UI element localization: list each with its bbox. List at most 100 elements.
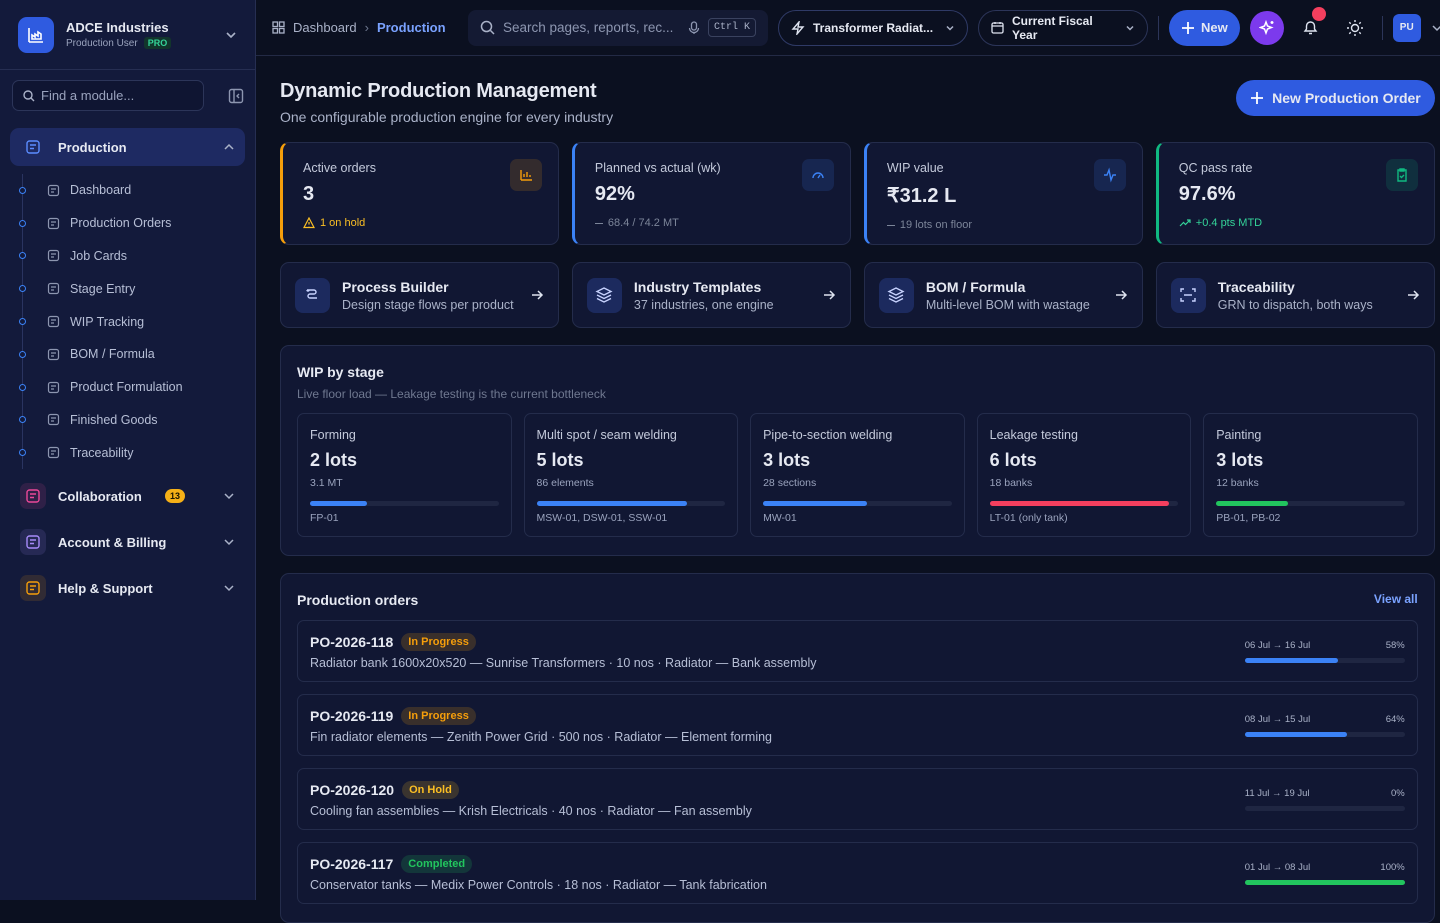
shortcut-icon <box>878 277 914 313</box>
progress-labels: 08 Jul → 15 Jul 64% <box>1245 714 1405 725</box>
order-dates: 01 Jul → 08 Jul <box>1244 861 1311 873</box>
orders-panel: Production orders View all PO-2026-118 In… <box>280 573 1435 923</box>
shortcut-card[interactable]: Traceability GRN to dispatch, both ways <box>1155 262 1435 328</box>
progress-label: 64% <box>1385 713 1405 725</box>
stage-ids: MW-01 <box>763 512 797 524</box>
nav-group[interactable]: Production <box>10 128 245 166</box>
stage-count: 6 lots <box>989 450 1037 470</box>
progress-labels: 01 Jul → 08 Jul 100% <box>1245 862 1405 873</box>
group-icon <box>20 134 46 160</box>
order-progress: 08 Jul → 15 Jul 64% <box>1244 714 1405 737</box>
wip-title: WIP by stage <box>297 364 384 380</box>
kpi-card: QC pass rate 97.6% +0.4 pts MTD <box>1155 142 1435 245</box>
order-progress: 01 Jul → 08 Jul 100% <box>1244 862 1405 885</box>
new-order-button[interactable]: New Production Order <box>1236 80 1435 116</box>
period-select[interactable]: Current Fiscal Year <box>978 9 1148 46</box>
notifications[interactable] <box>1294 6 1328 45</box>
nav-item[interactable]: WIP Tracking <box>19 305 255 338</box>
status-pill: In Progress <box>401 706 476 725</box>
status-pill: Completed <box>401 854 473 873</box>
chevron <box>224 493 234 500</box>
collapse-button[interactable] <box>228 88 244 104</box>
nav-item[interactable]: Stage Entry <box>19 272 255 305</box>
nav-group[interactable]: Account & Billing <box>10 523 245 561</box>
kpi-value: ₹31.2 L <box>886 185 957 207</box>
shortcut-card[interactable]: BOM / Formula Multi-level BOM with wastag… <box>863 262 1143 328</box>
order-id: PO-2026-117 <box>310 855 394 872</box>
chevron[interactable] <box>1431 22 1440 34</box>
kpi-label: Active orders <box>303 161 376 175</box>
kpi-label: WIP value <box>886 161 944 175</box>
nav-item[interactable]: Job Cards <box>19 240 255 273</box>
shortcut-card[interactable]: Industry Templates 37 industries, one eng… <box>571 262 851 328</box>
kpi-note: 68.4 / 74.2 MT <box>594 217 830 229</box>
kpi-note-text: +0.4 pts MTD <box>1195 217 1263 229</box>
stage-name: Leakage testing <box>989 428 1078 442</box>
kpi-card: Planned vs actual (wk) 92% 68.4 / 74.2 MT <box>571 142 851 245</box>
nav-item[interactable]: BOM / Formula <box>19 338 255 371</box>
order-head: PO-2026-117 Completed <box>310 854 767 873</box>
breadcrumb-item[interactable]: Dashboard <box>293 20 357 35</box>
nav-icon <box>47 250 60 262</box>
nav-group[interactable]: Help & Support <box>10 569 245 607</box>
chevron <box>224 539 234 546</box>
divider <box>1158 15 1159 40</box>
kpi-note-text: 1 on hold <box>320 217 366 229</box>
module-search[interactable]: Find a module... <box>12 80 204 111</box>
theme-toggle[interactable] <box>1338 11 1372 45</box>
nav-item-label: Stage Entry <box>70 281 136 296</box>
divider <box>1381 15 1383 40</box>
nav-item[interactable]: Traceability <box>19 436 255 469</box>
plan-badge: PRO <box>143 37 172 49</box>
shortcut-title: Traceability <box>1217 278 1295 295</box>
shortcut-hint: Ctrl K <box>707 18 756 37</box>
order-row[interactable]: PO-2026-119 In Progress Fin radiator eleme… <box>297 694 1418 756</box>
template-select[interactable]: Transformer Radiat... <box>778 9 968 46</box>
shortcut-icon <box>295 277 330 313</box>
shortcut-title: Industry Templates <box>633 278 762 295</box>
view-all-link[interactable]: View all <box>1373 592 1418 606</box>
nav-icon <box>47 447 60 459</box>
nav-icon <box>47 184 60 196</box>
arrow <box>1115 290 1127 300</box>
shortcut-title: BOM / Formula <box>925 278 1026 295</box>
global-search[interactable]: Search pages, reports, rec... Ctrl K <box>468 9 768 46</box>
stage-bar <box>310 501 367 506</box>
stage-detail: 3.1 MT <box>310 477 343 489</box>
arrow <box>823 290 835 300</box>
nav-item[interactable]: Finished Goods <box>19 404 255 437</box>
stage-track <box>1216 501 1405 506</box>
order-id: PO-2026-119 <box>310 707 394 724</box>
shortcut-card[interactable]: Process Builder Design stage flows per pr… <box>280 262 559 328</box>
ai-button[interactable] <box>1249 10 1284 45</box>
order-row[interactable]: PO-2026-118 In Progress Radiator bank 1600… <box>297 620 1418 682</box>
stage-ids: PB-01, PB-02 <box>1216 512 1281 524</box>
nav: Production Dashboard Production Orders Job … <box>0 128 255 607</box>
search-placeholder: Search pages, reports, rec... <box>503 20 674 35</box>
breadcrumb-current: Production <box>376 20 446 35</box>
new-button[interactable]: New <box>1169 9 1240 46</box>
nav-item[interactable]: Product Formulation <box>19 371 255 404</box>
order-dates: 11 Jul → 19 Jul <box>1244 787 1310 799</box>
kpi-card: Active orders 3 1 on hold <box>280 142 559 245</box>
progress-track <box>1244 805 1405 811</box>
nav-group[interactable]: Collaboration 13 <box>10 477 245 515</box>
avatar[interactable]: PU <box>1392 13 1421 42</box>
stage-detail: 18 banks <box>989 477 1033 489</box>
group-icon <box>20 575 46 602</box>
kpi-label: Planned vs actual (wk) <box>594 161 721 175</box>
wip-panel: WIP by stage Live floor load — Leakage t… <box>280 345 1435 556</box>
progress-track <box>1244 657 1405 663</box>
nav-item[interactable]: Production Orders <box>19 207 255 240</box>
stage-ids: LT-01 (only tank) <box>989 512 1068 524</box>
chevron <box>224 143 234 150</box>
kpi-icon <box>1385 159 1418 191</box>
content: Dynamic Production Management One config… <box>256 80 1440 923</box>
kpi-note-text: 68.4 / 74.2 MT <box>607 217 679 229</box>
order-dates: 06 Jul → 16 Jul <box>1244 639 1311 651</box>
org-switcher[interactable]: ADCE Industries Production User PRO <box>0 0 255 70</box>
nav-item-label: Product Formulation <box>70 380 183 395</box>
nav-item[interactable]: Dashboard <box>19 174 255 207</box>
order-row[interactable]: PO-2026-120 On Hold Cooling fan assemblies… <box>297 768 1418 830</box>
order-row[interactable]: PO-2026-117 Completed Conservator tanks — … <box>297 842 1418 904</box>
